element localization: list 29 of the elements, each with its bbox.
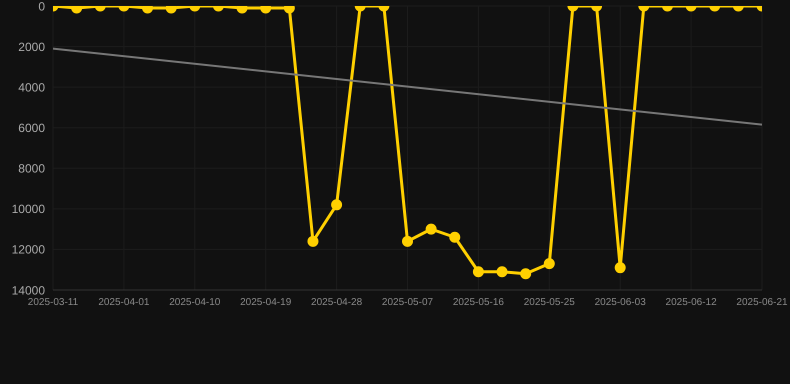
y-tick-label: 2000 bbox=[18, 40, 46, 54]
x-tick-label: 2025-04-28 bbox=[311, 297, 363, 308]
x-tick-label: 2025-06-03 bbox=[594, 297, 646, 308]
x-tick-label: 2025-06-12 bbox=[666, 297, 718, 308]
y-tick-label: 6000 bbox=[18, 120, 46, 135]
x-tick-label: 2025-03-11 bbox=[28, 297, 79, 308]
y-tick-label: 10000 bbox=[12, 202, 46, 216]
point bbox=[614, 262, 626, 274]
point bbox=[331, 199, 342, 210]
y-tick-label: 8000 bbox=[18, 162, 46, 176]
point bbox=[449, 232, 460, 243]
point bbox=[520, 268, 532, 280]
point bbox=[402, 236, 413, 247]
y-tick-label: 14000 bbox=[12, 283, 46, 298]
x-tick-label: 2025-05-16 bbox=[452, 297, 504, 308]
point bbox=[472, 266, 484, 278]
point bbox=[496, 266, 508, 278]
x-tick-label: 2025-04-01 bbox=[98, 297, 150, 308]
y-tick-label: 12000 bbox=[12, 242, 46, 257]
x-tick-label: 2025-04-10 bbox=[169, 297, 221, 308]
x-tick-label: 2025-06-21 bbox=[736, 297, 788, 308]
point bbox=[544, 258, 555, 270]
point bbox=[426, 224, 437, 235]
point bbox=[307, 236, 318, 247]
x-tick-label: 2025-04-19 bbox=[240, 297, 292, 308]
x-tick-label: 2025-05-07 bbox=[382, 297, 434, 308]
x-tick-label: 2025-05-25 bbox=[524, 297, 576, 308]
y-tick-label: 0 bbox=[38, 0, 46, 14]
y-tick-label: 4000 bbox=[18, 80, 46, 94]
